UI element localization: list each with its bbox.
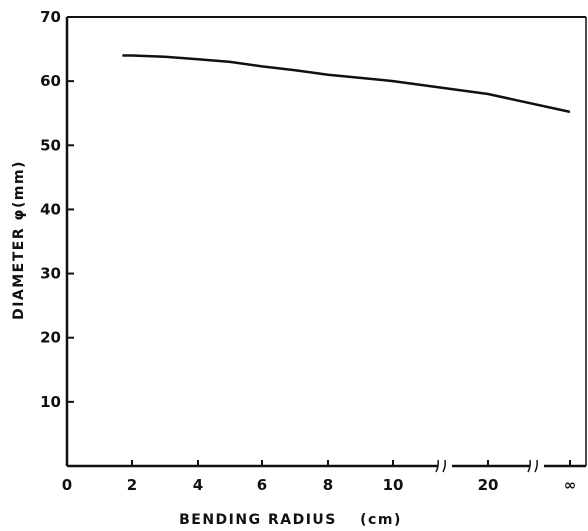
series-layer [122,54,571,114]
y-tick-label: 60 [40,72,61,90]
y-tick-label: 50 [40,136,61,154]
x-axis-title: BENDING RADIUS [179,512,337,528]
x-axis: 0 2 4 6 8 10 20 ∞ [62,460,576,494]
y-axis-title: DIAMETER φ(mm) [11,160,27,320]
y-tick-label: 10 [40,393,61,411]
x-tick-label: 20 [478,476,499,494]
y-tick-label: 20 [40,329,61,347]
x-tick-label: 2 [127,476,137,494]
x-tick-label: 0 [62,476,72,494]
y-tick-label: 40 [40,200,61,218]
x-axis-unit: (cm) [360,512,402,528]
x-axis-break-mark [527,459,538,473]
x-tick-label: 6 [257,476,267,494]
x-tick-label: ∞ [564,476,577,494]
series-line [122,54,571,114]
x-tick-label: 10 [383,476,404,494]
plot-frame [65,16,587,473]
x-tick-label: 8 [323,476,333,494]
y-tick-label: 70 [40,8,61,26]
y-tick-label: 30 [40,265,61,283]
x-axis-break-mark [435,459,446,473]
x-tick-label: 4 [193,476,203,494]
y-axis: 10 20 30 40 50 60 70 [40,8,74,411]
